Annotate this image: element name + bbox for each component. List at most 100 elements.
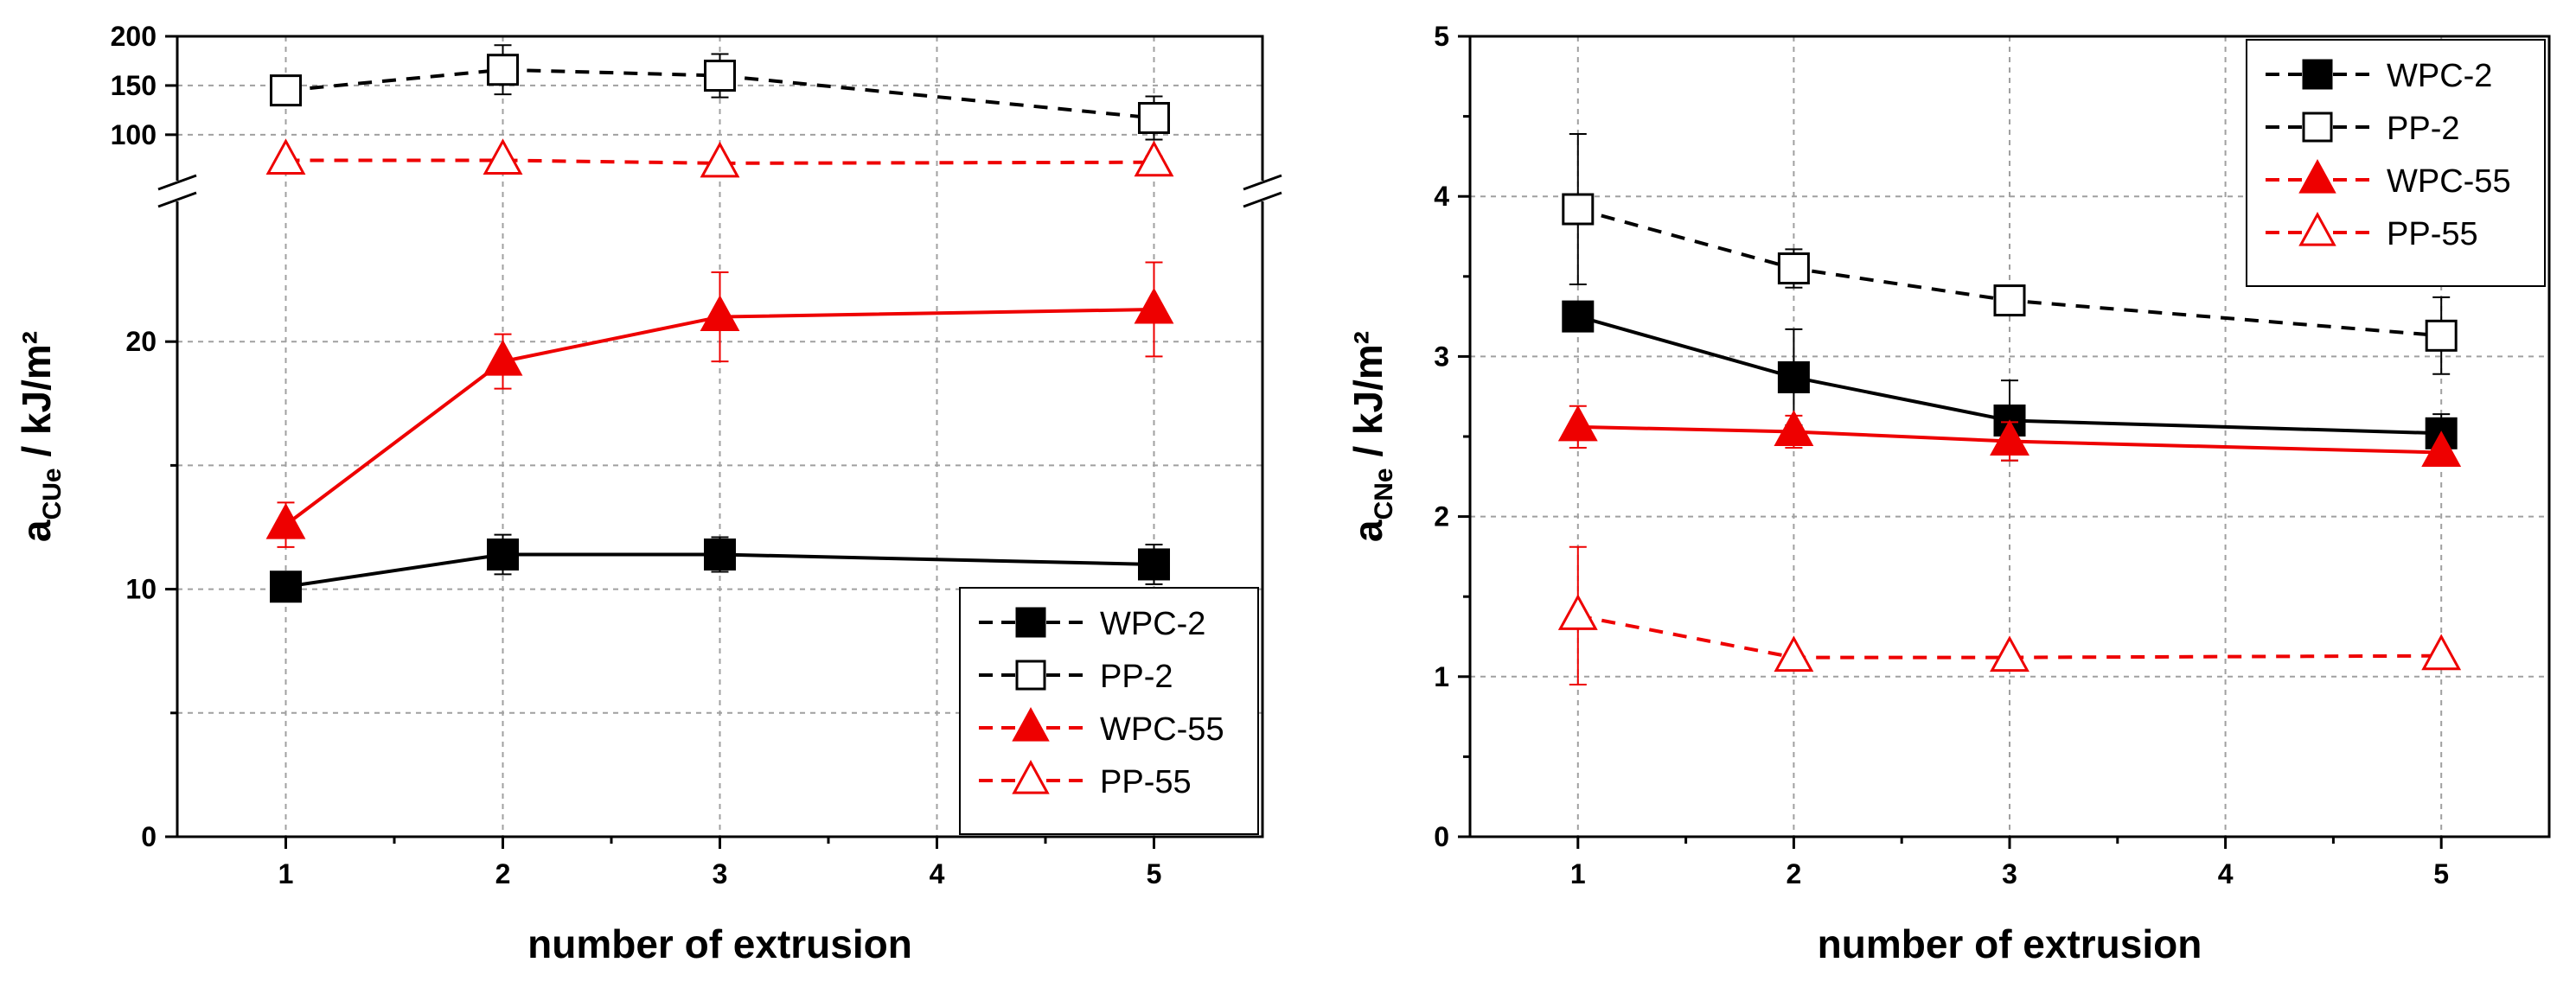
y-axis-title-unit: / kJ/m² [1346, 331, 1390, 469]
data-point [265, 138, 306, 175]
x-tick-label: 3 [713, 858, 728, 889]
x-tick-label: 5 [2433, 858, 2449, 889]
y-tick-label: 5 [1434, 21, 1449, 52]
data-point [1774, 635, 1814, 672]
axis-break-mark [1243, 191, 1282, 208]
data-point [1774, 410, 1814, 446]
y-tick-label: 200 [111, 21, 157, 52]
data-point [704, 60, 736, 92]
axis-break-gap [1242, 181, 1283, 201]
x-tick-label: 2 [495, 858, 511, 889]
data-point [704, 539, 736, 571]
legend-marker-wpc-2 [2302, 59, 2333, 90]
y-tick-label: 150 [111, 70, 157, 101]
legend-marker-pp-55 [2298, 212, 2336, 246]
data-point [483, 138, 523, 175]
data-point [487, 539, 519, 571]
y-tick-label: 1 [1434, 661, 1449, 692]
series-line [1577, 424, 2442, 455]
data-point [270, 570, 302, 603]
x-tick-label: 3 [2002, 858, 2017, 889]
x-tick-label: 1 [278, 858, 294, 889]
data-point [1990, 635, 2029, 672]
series-pp-2 [270, 44, 1170, 141]
y-axis-title-subscript: CNe [1370, 468, 1398, 519]
y-tick-label: 20 [125, 326, 157, 357]
data-point [700, 295, 740, 332]
data-point [483, 339, 523, 376]
x-tick-label: 1 [1570, 858, 1586, 889]
series-line [285, 67, 1154, 120]
x-tick-label: 2 [1787, 858, 1802, 889]
y-tick-label: 10 [125, 574, 157, 605]
series-pp-2 [1562, 132, 2458, 375]
data-point [1138, 101, 1170, 134]
series-line [285, 158, 1154, 165]
axis-break-mark [1243, 174, 1282, 191]
x-axis-title: number of extrusion [1818, 921, 2202, 966]
legend-marker-wpc-55 [2298, 159, 2336, 194]
legend-label-wpc-55: WPC-55 [1100, 711, 1224, 748]
legend-marker-pp-2 [2302, 112, 2333, 143]
legend-label-pp-2: PP-2 [2387, 111, 2459, 147]
data-point [1562, 300, 1595, 333]
axis-break-mark [157, 174, 197, 191]
data-point [1562, 193, 1595, 226]
x-tick-label: 4 [2218, 858, 2234, 889]
chart-right: 1 2 3 4 5 0 1 2 3 4 5 WPC-2 PP-2 WPC-55 PP-55 number of… [1346, 21, 2551, 966]
legend-label-pp-55: PP-55 [1100, 764, 1192, 800]
data-point [2421, 634, 2462, 671]
data-point [1557, 594, 1598, 630]
series-line [285, 552, 1154, 589]
y-tick-label: 3 [1434, 341, 1449, 372]
legend-label-pp-2: PP-2 [1100, 659, 1173, 695]
legend-marker-pp-55 [1012, 760, 1050, 794]
y-axis-title-main: a [14, 519, 59, 542]
y-axis-title: aCNe / kJ/m² [1346, 331, 1398, 542]
series-line [1577, 207, 2442, 338]
legend-label-wpc-2: WPC-2 [2387, 58, 2492, 94]
data-point [1777, 252, 1810, 285]
series-wpc-55 [1557, 405, 2462, 468]
chart-left: 1 2 3 4 5 0 10 20 100 150 200 WPC-2 PP-2 WPC-55 PP-55 n… [14, 21, 1283, 966]
legend-marker-pp-2 [1015, 660, 1046, 691]
y-tick-label: 2 [1434, 501, 1449, 532]
legend-marker-wpc-55 [1012, 707, 1050, 742]
series-wpc-55 [265, 261, 1174, 548]
data-point [1138, 548, 1170, 581]
series-line [1577, 315, 2442, 436]
data-point [2425, 319, 2458, 352]
y-axis-title-unit: / kJ/m² [14, 331, 59, 469]
y-axis-title: aCUe / kJ/m² [14, 331, 67, 542]
data-point [1777, 360, 1810, 393]
series-line [284, 307, 1154, 526]
series-pp-55 [265, 138, 1174, 178]
data-point [2421, 430, 2462, 468]
series-wpc-2 [270, 533, 1170, 603]
legend-label-wpc-55: WPC-55 [2387, 163, 2511, 200]
data-point [1993, 284, 2026, 317]
legend-label-pp-55: PP-55 [2387, 216, 2478, 252]
data-point [270, 74, 302, 107]
y-tick-label: 0 [1434, 821, 1449, 852]
legend-box [959, 587, 1259, 835]
data-point [1557, 405, 1598, 442]
x-axis-title: number of extrusion [527, 921, 912, 966]
y-axis-title-main: a [1346, 519, 1390, 542]
legend-marker-wpc-2 [1015, 607, 1046, 638]
data-point [700, 141, 740, 178]
legend-box [2246, 39, 2546, 287]
data-point [487, 54, 519, 86]
y-tick-label: 4 [1434, 181, 1449, 212]
x-tick-label: 4 [930, 858, 945, 889]
axis-break-gap [157, 181, 198, 201]
series-pp-55 [1557, 545, 2462, 686]
data-point [1134, 140, 1174, 177]
data-point [1990, 419, 2029, 456]
axis-break-mark [157, 191, 197, 208]
y-tick-label: 0 [141, 821, 157, 852]
data-point [265, 502, 306, 539]
data-point [1134, 287, 1174, 324]
series-line [1577, 614, 2442, 660]
